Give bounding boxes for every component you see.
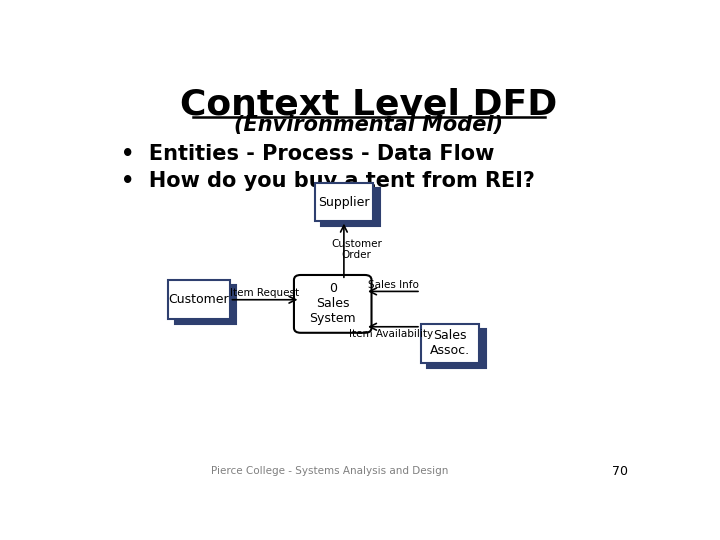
Text: Customer: Customer (168, 293, 229, 306)
FancyBboxPatch shape (294, 275, 372, 333)
Text: Sales Info: Sales Info (367, 280, 418, 290)
Bar (315, 183, 373, 221)
Text: 0
Sales
System: 0 Sales System (310, 282, 356, 326)
Text: 70: 70 (612, 465, 628, 478)
Text: Customer
Order: Customer Order (331, 239, 382, 260)
Text: Supplier: Supplier (318, 195, 369, 208)
Bar (175, 285, 236, 325)
Text: Context Level DFD: Context Level DFD (181, 87, 557, 122)
Bar (427, 329, 486, 368)
Bar (168, 280, 230, 320)
Text: (Environmental Model): (Environmental Model) (235, 115, 503, 135)
Bar (420, 323, 480, 363)
Text: Item Request: Item Request (230, 288, 299, 298)
Text: Pierce College - Systems Analysis and Design: Pierce College - Systems Analysis and De… (211, 467, 449, 476)
Text: Sales
Assoc.: Sales Assoc. (430, 329, 470, 357)
Text: •  How do you buy a tent from REI?: • How do you buy a tent from REI? (121, 171, 534, 191)
Bar (321, 188, 380, 226)
Text: Item Availability: Item Availability (349, 329, 433, 339)
Text: •  Entities - Process - Data Flow: • Entities - Process - Data Flow (121, 144, 494, 164)
